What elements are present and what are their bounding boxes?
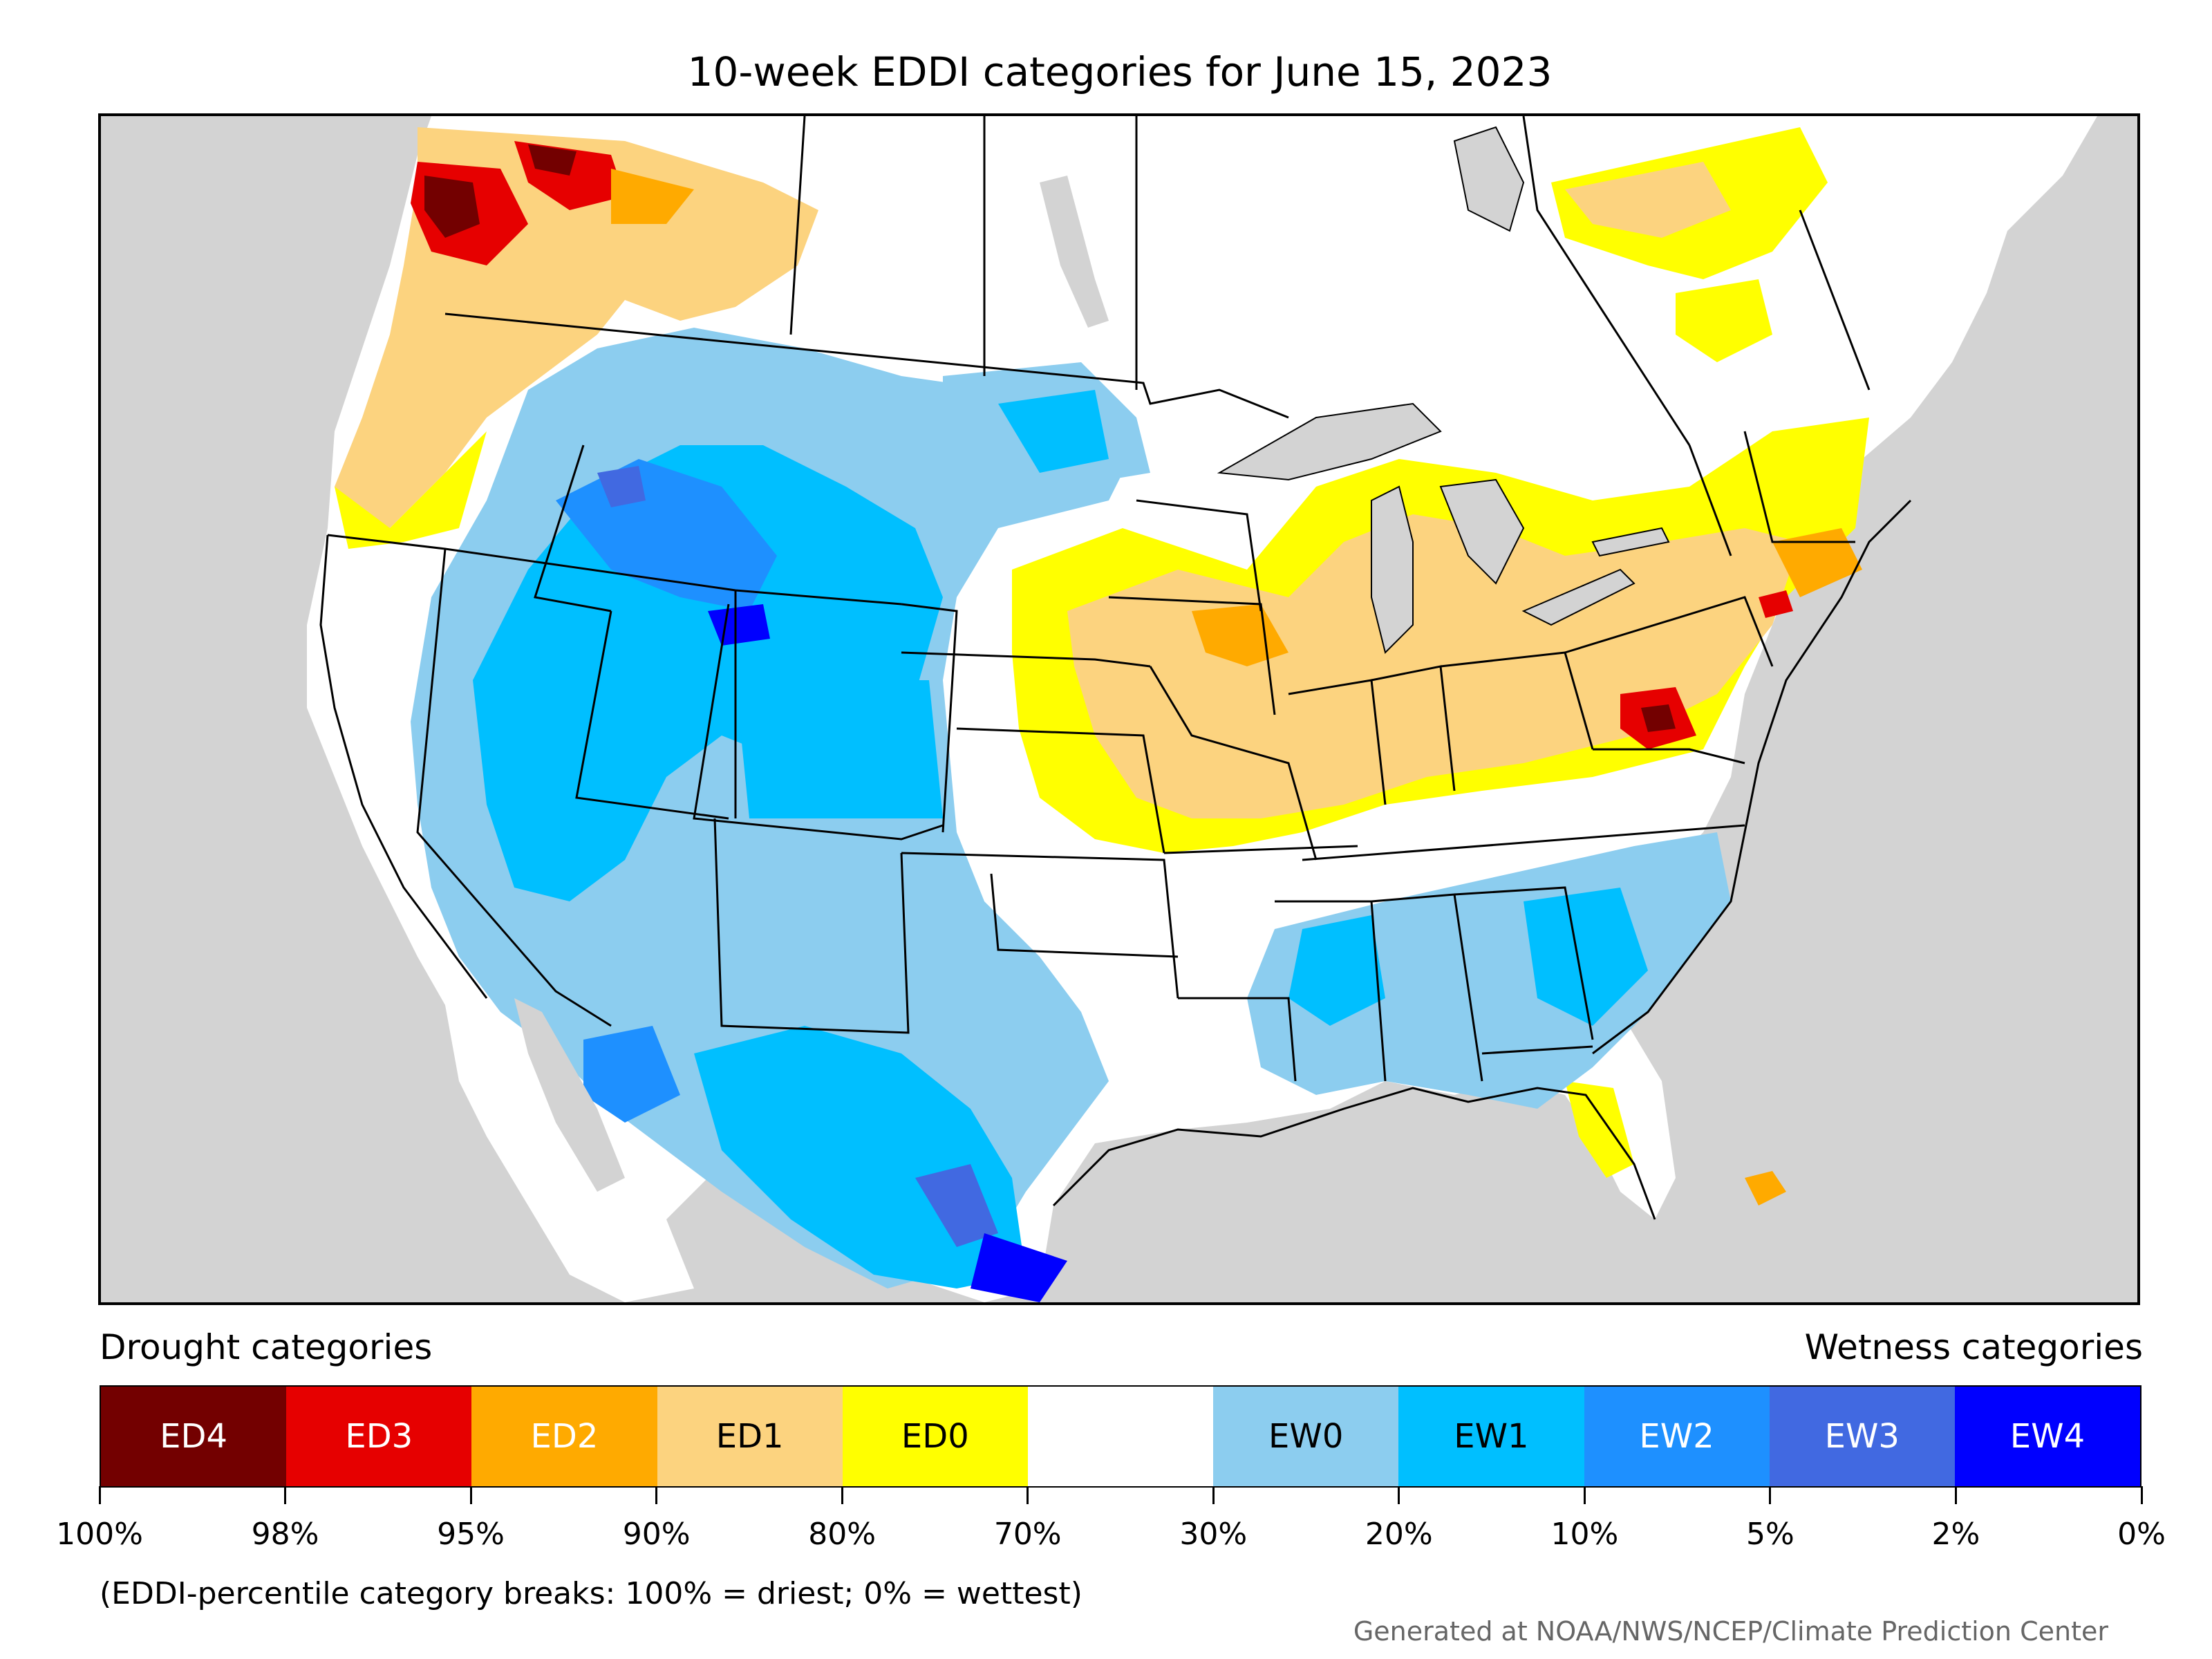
drought-categories-heading: Drought categories xyxy=(100,1327,433,1367)
legend-tick xyxy=(655,1486,658,1504)
legend-swatch-ew4: EW4 xyxy=(1954,1387,2141,1486)
legend-tick xyxy=(1398,1486,1400,1504)
map-panel xyxy=(98,113,2140,1305)
drought-ed4-bc2 xyxy=(528,144,577,176)
legend-tick-label: 98% xyxy=(251,1517,319,1552)
wetness-categories-heading: Wetness categories xyxy=(1804,1327,2143,1367)
eddi-map xyxy=(101,116,2097,1302)
map-title: 10-week EDDI categories for June 15, 202… xyxy=(687,48,1553,95)
footnote: (EDDI-percentile category breaks: 100% =… xyxy=(100,1576,1082,1611)
drought-ed4-bc xyxy=(424,176,480,238)
legend-tick-label: 30% xyxy=(1179,1517,1248,1552)
legend-tick-label: 10% xyxy=(1550,1517,1619,1552)
legend-swatch-ew1: EW1 xyxy=(1398,1387,1584,1486)
wet-ew1-georgia xyxy=(1524,888,1648,1026)
legend-swatch-neutral xyxy=(1027,1387,1214,1486)
legend-tick-label: 100% xyxy=(56,1517,143,1552)
lake-ontario xyxy=(1591,527,1670,557)
drought-ed4-virginia xyxy=(1641,704,1676,732)
wet-ew1-colorado xyxy=(735,680,943,818)
drought-ed1-quebec xyxy=(1565,162,1731,238)
drought-ed0-quebec2 xyxy=(1676,279,1772,362)
wet-ew1-miss xyxy=(1288,915,1385,1026)
legend-tick xyxy=(469,1486,472,1504)
drought-ed3-nyc xyxy=(1759,590,1793,618)
drought-ed2-bc xyxy=(611,169,694,224)
legend-swatch-ed0: ED0 xyxy=(842,1387,1028,1486)
legend-tick xyxy=(1212,1486,1215,1504)
coastlines xyxy=(319,499,1912,1220)
bahamas-drought xyxy=(1745,1171,1786,1206)
baja-gulf xyxy=(514,998,625,1192)
boundaries xyxy=(327,116,1871,1082)
legend-tick xyxy=(841,1486,843,1504)
wet-ew2-az xyxy=(583,1026,680,1123)
legend-ticks xyxy=(98,1486,2143,1507)
legend-tick xyxy=(284,1486,287,1504)
legend-swatch-ed3: ED3 xyxy=(286,1387,472,1486)
legend-tick-label: 2% xyxy=(1931,1517,1980,1552)
legend-tick xyxy=(98,1486,101,1504)
lake-erie xyxy=(1521,568,1635,626)
lake-winnipeg xyxy=(1040,176,1109,328)
legend-swatch-ew2: EW2 xyxy=(1584,1387,1770,1486)
color-legend: ED4 ED3 ED2 ED1 ED0 EW0 EW1 EW2 EW3 EW4 xyxy=(100,1385,2141,1488)
drought-ed0-nw xyxy=(335,431,487,549)
lake-michigan xyxy=(1371,485,1414,654)
legend-tick-label: 0% xyxy=(2117,1517,2166,1552)
hudson-bay-south xyxy=(1453,126,1525,232)
drought-ed2-iowa xyxy=(1192,604,1288,666)
legend-swatch-ew3: EW3 xyxy=(1769,1387,1955,1486)
legend-swatch-ed4: ED4 xyxy=(101,1387,287,1486)
legend-swatch-ed1: ED1 xyxy=(657,1387,843,1486)
legend-swatch-ed2: ED2 xyxy=(471,1387,657,1486)
legend-tick xyxy=(1769,1486,1772,1504)
wet-ew4-texas xyxy=(971,1233,1067,1302)
drought-ed2-ne xyxy=(1772,528,1862,597)
wet-ew1-dakotas xyxy=(998,390,1109,473)
drought-ed0-florida xyxy=(1565,1081,1634,1178)
wet-ew3-idaho xyxy=(597,466,646,507)
legend-tick-label: 20% xyxy=(1365,1517,1433,1552)
legend-tick-label: 90% xyxy=(622,1517,691,1552)
legend-tick-label: 5% xyxy=(1746,1517,1794,1552)
legend-tick xyxy=(1954,1486,1957,1504)
lake-huron xyxy=(1439,478,1525,585)
legend-tick-label: 80% xyxy=(808,1517,877,1552)
legend-tick-label: 95% xyxy=(437,1517,505,1552)
legend-tick-label: 70% xyxy=(993,1517,1062,1552)
credit-line: Generated at NOAA/NWS/NCEP/Climate Predi… xyxy=(1353,1616,2108,1647)
wet-ew1-west xyxy=(473,445,943,901)
lake-superior xyxy=(1217,402,1442,481)
legend-swatch-ew0: EW0 xyxy=(1213,1387,1399,1486)
legend-tick xyxy=(1583,1486,1586,1504)
wet-ew3-texas xyxy=(915,1164,998,1247)
legend-tick xyxy=(2140,1486,2143,1504)
legend-tick xyxy=(1027,1486,1029,1504)
